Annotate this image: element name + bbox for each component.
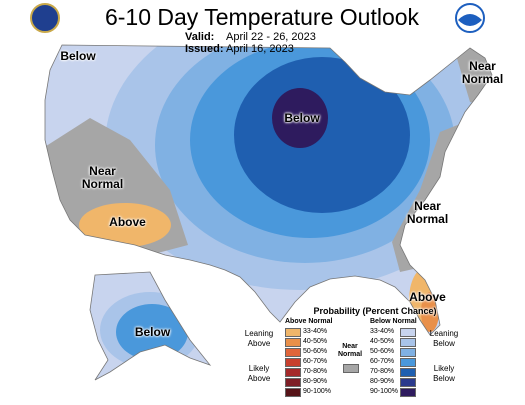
below-range: 70-80% <box>370 368 395 375</box>
above-range: 40-50% <box>303 338 328 345</box>
leaning-below: Leaning Below <box>429 329 459 348</box>
near-label: Near Normal <box>338 343 363 358</box>
below-swatch <box>400 328 416 337</box>
below-swatch <box>400 368 416 377</box>
likely-above: Likely Above <box>247 364 271 383</box>
valid: April 22 - 26, 2023 <box>226 31 316 43</box>
title: 6-10 Day Temperature Outlook <box>105 4 420 30</box>
above-range: 33-40% <box>303 328 328 335</box>
map-label: Above <box>409 290 446 304</box>
above-range: 90-100% <box>303 388 332 395</box>
above-range: 80-90% <box>303 378 328 385</box>
above-range: 70-80% <box>303 368 328 375</box>
above-swatch <box>285 328 301 337</box>
above-range: 60-70% <box>303 358 328 365</box>
above-swatch <box>285 358 301 367</box>
below-range: 90-100% <box>370 388 399 395</box>
below-range: 33-40% <box>370 328 395 335</box>
alaska-outline <box>89 271 212 381</box>
map-label: Below <box>284 111 320 125</box>
map-label: Near Normal <box>461 59 504 86</box>
above-swatch <box>285 368 301 377</box>
below-range: 80-90% <box>370 378 395 385</box>
valid-label: Valid: <box>185 31 214 43</box>
legend-below-header: Below Normal <box>370 318 417 325</box>
issued: April 16, 2023 <box>226 43 294 55</box>
map-label: Near Normal <box>406 199 449 226</box>
above-swatch <box>285 338 301 347</box>
below-swatch <box>400 378 416 387</box>
likely-below: Likely Below <box>433 364 455 383</box>
map-label: Above <box>109 215 146 229</box>
doc-logo <box>30 3 60 33</box>
below-range: 60-70% <box>370 358 395 365</box>
above-swatch <box>285 388 301 397</box>
leaning-above: Leaning Above <box>244 329 274 348</box>
above-swatch <box>285 348 301 357</box>
below-range: 50-60% <box>370 348 395 355</box>
below-swatch <box>400 358 416 367</box>
issued-label: Issued: <box>185 43 224 55</box>
map-label: Below <box>60 49 96 63</box>
legend-title: Probability (Percent Chance) <box>313 306 437 316</box>
below-swatch <box>400 338 416 347</box>
above-swatch <box>285 378 301 387</box>
legend-above-header: Above Normal <box>285 318 333 325</box>
map-label: Below <box>134 325 171 339</box>
noaa-logo-wave <box>458 14 482 26</box>
near-swatch <box>343 364 359 373</box>
below-range: 40-50% <box>370 338 395 345</box>
us-outline <box>44 44 493 336</box>
above-range: 50-60% <box>303 348 328 355</box>
map-label: Near Normal <box>81 164 124 191</box>
below-swatch <box>400 348 416 357</box>
below-swatch <box>400 388 416 397</box>
